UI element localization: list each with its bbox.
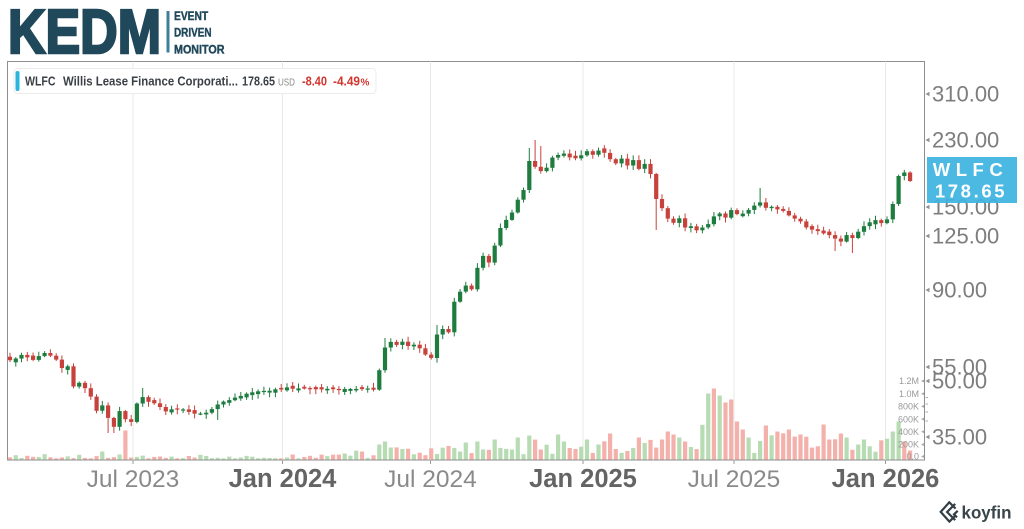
svg-text:90.00: 90.00 <box>932 278 987 303</box>
svg-text:Jul 2024: Jul 2024 <box>384 466 477 493</box>
svg-text:1.2M: 1.2M <box>899 376 919 386</box>
svg-text:WLFC: WLFC <box>25 74 56 89</box>
svg-text:230.00: 230.00 <box>932 128 999 153</box>
svg-text:Jan 2026: Jan 2026 <box>832 465 940 493</box>
svg-text:-4.49: -4.49 <box>333 74 360 89</box>
svg-text:WLFC: WLFC <box>933 159 1008 180</box>
svg-text:Jul 2023: Jul 2023 <box>87 466 180 493</box>
svg-text:50.00: 50.00 <box>932 369 987 394</box>
svg-text:-8.40: -8.40 <box>302 74 327 89</box>
svg-text:35.00: 35.00 <box>932 425 987 450</box>
svg-text:178.65: 178.65 <box>242 74 275 89</box>
svg-text:%: % <box>361 78 370 89</box>
svg-text:800K: 800K <box>898 402 919 412</box>
svg-text:EVENT: EVENT <box>174 9 209 23</box>
svg-text:310.00: 310.00 <box>932 82 999 107</box>
svg-text:KEDM: KEDM <box>8 0 161 67</box>
svg-text:USD: USD <box>278 78 295 89</box>
svg-text:koyfin: koyfin <box>962 503 1012 523</box>
svg-text:1.0M: 1.0M <box>899 389 919 399</box>
svg-text:200K: 200K <box>898 440 919 450</box>
svg-text:0.0: 0.0 <box>906 452 919 462</box>
svg-text:400K: 400K <box>898 427 919 437</box>
svg-text:Jan 2024: Jan 2024 <box>229 465 338 493</box>
svg-text:600K: 600K <box>898 414 919 424</box>
svg-text:Willis Lease Finance Corporati: Willis Lease Finance Corporati... <box>63 74 238 89</box>
svg-text:Jul 2025: Jul 2025 <box>688 466 781 493</box>
svg-text:125.00: 125.00 <box>932 224 999 249</box>
svg-text:MONITOR: MONITOR <box>174 42 225 56</box>
svg-text:55.00: 55.00 <box>932 355 987 380</box>
svg-text:178.65: 178.65 <box>935 181 1007 202</box>
svg-text:Jan 2025: Jan 2025 <box>529 465 637 493</box>
svg-text:DRIVEN: DRIVEN <box>174 26 212 40</box>
